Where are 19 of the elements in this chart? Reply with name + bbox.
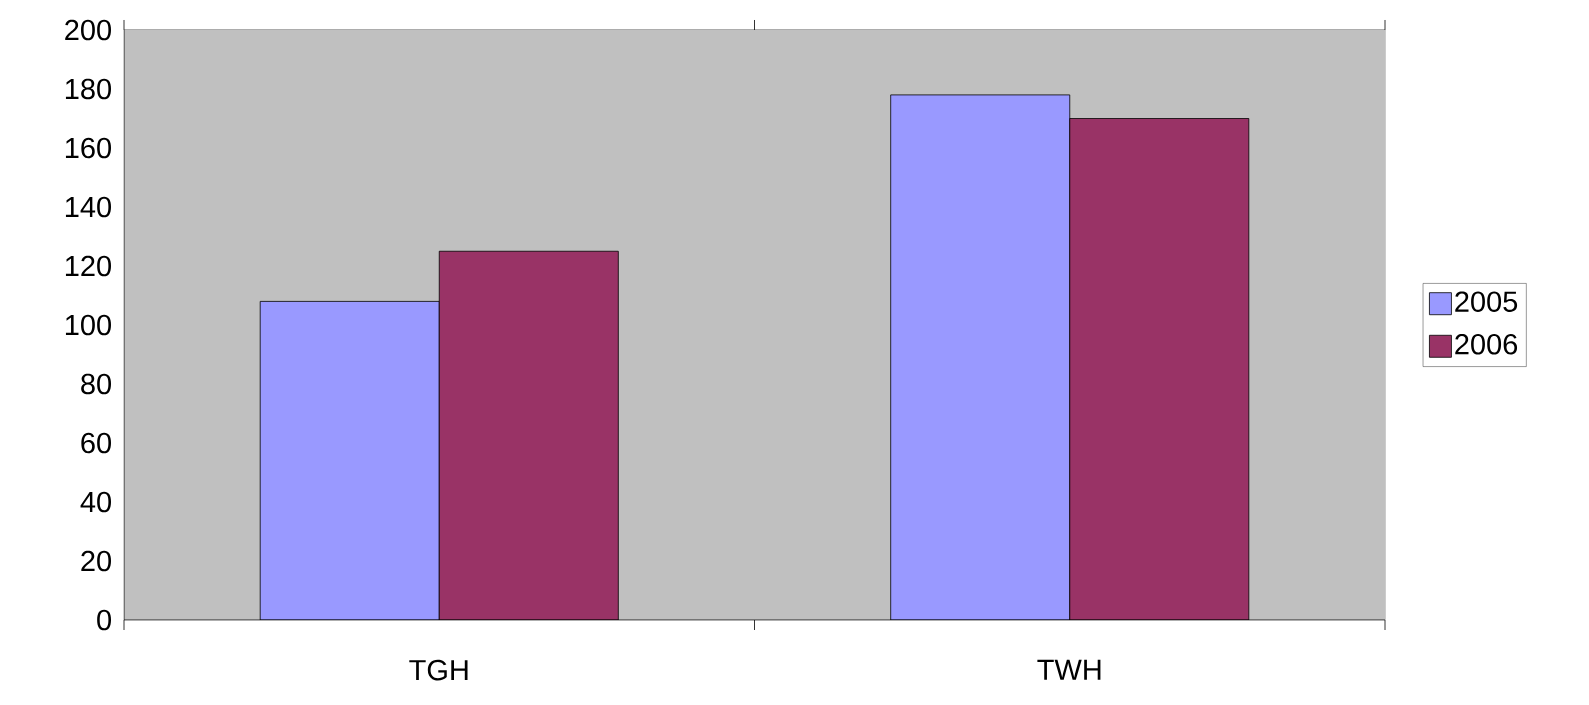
y-tick-label: 100 xyxy=(65,314,111,336)
y-tick-label: 60 xyxy=(81,432,111,454)
bar xyxy=(439,251,619,620)
bar xyxy=(1069,118,1250,620)
y-tick-label: 120 xyxy=(65,255,111,277)
y-tick-label: 160 xyxy=(65,137,111,159)
y-tick-label: 20 xyxy=(81,550,111,572)
y-tick-label: 40 xyxy=(80,491,111,513)
x-tick-label: TGH xyxy=(409,659,468,681)
y-tick-label: 180 xyxy=(65,78,111,100)
bar xyxy=(890,94,1071,620)
y-tick-label: 0 xyxy=(97,609,112,631)
legend-label: 2005 xyxy=(1455,291,1518,312)
x-tick-label: TWH xyxy=(1037,659,1101,680)
bar xyxy=(260,301,440,620)
y-tick-label: 140 xyxy=(65,196,111,218)
legend-label: 2006 xyxy=(1455,333,1518,355)
y-tick-label: 200 xyxy=(65,19,111,41)
y-tick-label: 80 xyxy=(81,373,111,395)
